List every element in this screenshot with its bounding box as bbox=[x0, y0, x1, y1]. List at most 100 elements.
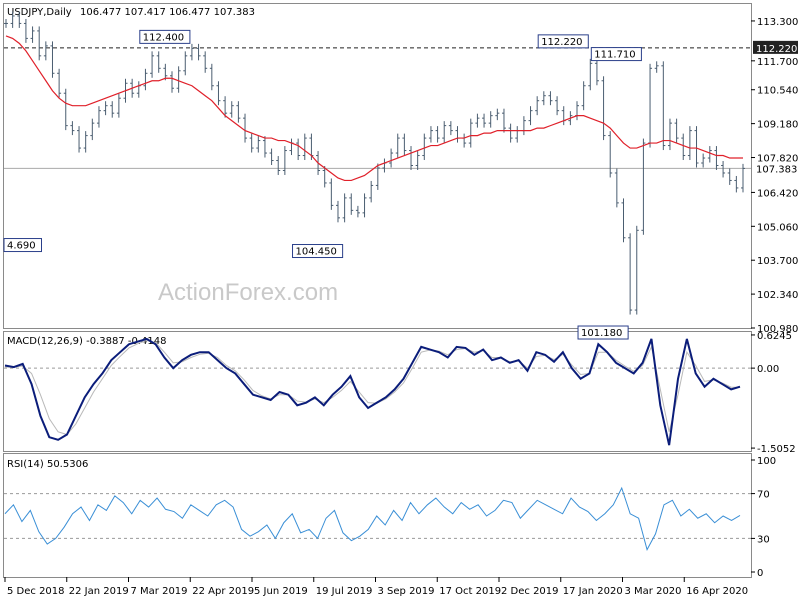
ohlc-bar bbox=[555, 96, 560, 116]
price-annotation-label: 4.690 bbox=[7, 241, 36, 252]
price-annotation-box bbox=[590, 47, 642, 62]
price-y-tick-label: 103.700 bbox=[757, 256, 798, 267]
x-tick-label: 17 Oct 2019 bbox=[439, 586, 501, 597]
ohlc-bar bbox=[741, 163, 745, 193]
ohlc-bar bbox=[362, 193, 367, 218]
rsi-y-tick-label: 70 bbox=[757, 490, 770, 501]
price-annotation-label: 112.400 bbox=[143, 32, 184, 43]
ohlc-bar bbox=[282, 146, 287, 175]
ohlc-bar bbox=[488, 111, 493, 128]
resistance-price-tag-bg bbox=[753, 40, 798, 54]
ohlc-bar bbox=[77, 126, 82, 153]
ohlc-bar bbox=[468, 118, 473, 148]
ohlc-bar bbox=[90, 118, 95, 141]
macd-y-tick-label: 0.00 bbox=[757, 364, 779, 375]
ohlc-bar bbox=[422, 133, 427, 161]
last-price-tag-bg bbox=[753, 161, 798, 175]
price-annotation-label: 104.450 bbox=[296, 247, 337, 258]
ohlc-bar bbox=[475, 113, 480, 128]
ohlc-bar bbox=[249, 133, 254, 153]
price-y-tick-label: 113.300 bbox=[757, 17, 798, 28]
ohlc-bar bbox=[734, 175, 739, 193]
last-price-tag: 107.383 bbox=[753, 161, 798, 175]
ohlc-bar bbox=[594, 58, 599, 86]
price-annotation-box bbox=[3, 238, 42, 253]
x-tick-label: 22 Jan 2019 bbox=[69, 586, 129, 597]
ohlc-bar bbox=[721, 161, 726, 178]
macd-y-tick-label: 0.6245 bbox=[757, 331, 792, 342]
ohlc-bar bbox=[236, 101, 241, 123]
macd-plot bbox=[4, 337, 751, 446]
ohlc-bar bbox=[667, 118, 672, 151]
x-tick-label: 3 Mar 2020 bbox=[625, 586, 682, 597]
x-tick-label: 2 Dec 2019 bbox=[501, 586, 559, 597]
price-plot: 4.690 112.400 104.450 112.220 111.710 101.180 bbox=[3, 11, 751, 340]
ohlc-bar bbox=[501, 108, 506, 133]
ohlc-bar bbox=[548, 91, 553, 106]
price-annotation-box bbox=[139, 29, 191, 44]
rsi-panel-frame bbox=[3, 453, 752, 578]
ohlc-bar bbox=[37, 26, 42, 61]
price-annotation-label: 112.220 bbox=[541, 37, 582, 48]
price-y-tick-label: 107.820 bbox=[757, 154, 798, 165]
ohlc-bar bbox=[116, 93, 121, 118]
ohlc-bar bbox=[30, 26, 35, 43]
ohlc-bar bbox=[714, 146, 719, 170]
macd-y-tick-label: -1.5052 bbox=[757, 444, 796, 455]
rsi-y-tick-label: 0 bbox=[757, 568, 763, 579]
ohlc-bar bbox=[661, 61, 666, 151]
ohlc-bar bbox=[641, 138, 646, 235]
ohlc-bar bbox=[189, 43, 194, 61]
resistance-price-tag: 112.220 bbox=[753, 40, 798, 55]
ohlc-bar bbox=[601, 76, 606, 141]
ohlc-bar bbox=[43, 41, 48, 61]
ohlc-bar bbox=[395, 133, 400, 158]
ohlc-bar bbox=[169, 71, 174, 93]
price-y-tick-label: 105.060 bbox=[757, 222, 798, 233]
macd-signal-line bbox=[5, 339, 740, 436]
ohlc-bar bbox=[389, 148, 394, 168]
ohlc-bar bbox=[302, 133, 307, 161]
x-tick-label: 19 Jul 2019 bbox=[316, 586, 373, 597]
macd-panel-frame bbox=[3, 331, 752, 452]
x-tick-label: 7 Mar 2019 bbox=[131, 586, 188, 597]
price-annotation-label: 111.710 bbox=[594, 50, 635, 61]
ohlc-bar bbox=[375, 163, 380, 190]
rsi-line bbox=[4, 486, 741, 551]
price-annotation-box bbox=[292, 244, 344, 259]
ohlc-bar bbox=[17, 11, 22, 28]
x-tick-label: 3 Sep 2019 bbox=[378, 586, 435, 597]
ohlc-bar bbox=[687, 126, 692, 161]
ohlc-bar bbox=[355, 205, 360, 218]
ohlc-bar bbox=[50, 41, 55, 78]
price-y-tick-label: 102.340 bbox=[757, 290, 798, 301]
price-annotation-box bbox=[537, 34, 589, 49]
ohlc-bar bbox=[176, 66, 181, 93]
price-annotation: 4.690 bbox=[3, 238, 42, 253]
ohlc-bar bbox=[435, 126, 440, 143]
x-tick-label: 17 Jan 2020 bbox=[563, 586, 623, 597]
ohlc-bar bbox=[674, 118, 679, 143]
price-y-tick-label: 109.180 bbox=[757, 120, 798, 131]
ohlc-bar bbox=[349, 193, 354, 215]
ohlc-bar bbox=[57, 68, 62, 98]
ohlc-bar bbox=[183, 51, 188, 76]
ohlc-bar bbox=[150, 51, 155, 78]
ohlc-bar bbox=[296, 138, 301, 161]
rsi-y-tick-label: 100 bbox=[757, 456, 776, 467]
price-annotation: 101.180 bbox=[577, 325, 629, 340]
ohlc-bar bbox=[369, 180, 374, 203]
ohlc-bar bbox=[342, 193, 347, 223]
ohlc-bar bbox=[654, 61, 659, 73]
ohlc-bar bbox=[588, 58, 593, 91]
ohlc-bar bbox=[322, 166, 327, 188]
axes: 113.300 111.700 110.540 109.180 107.820 106.4… bbox=[4, 17, 798, 597]
ohlc-bar bbox=[262, 136, 267, 158]
price-y-tick-label: 110.540 bbox=[757, 86, 798, 97]
watermark: ActionForex.com bbox=[158, 279, 338, 306]
price-ohlc-header: 106.477 107.417 106.477 107.383 bbox=[80, 7, 255, 18]
ohlc-bar bbox=[203, 51, 208, 73]
ohlc-bar bbox=[621, 198, 626, 243]
ohlc-bar bbox=[409, 146, 414, 170]
